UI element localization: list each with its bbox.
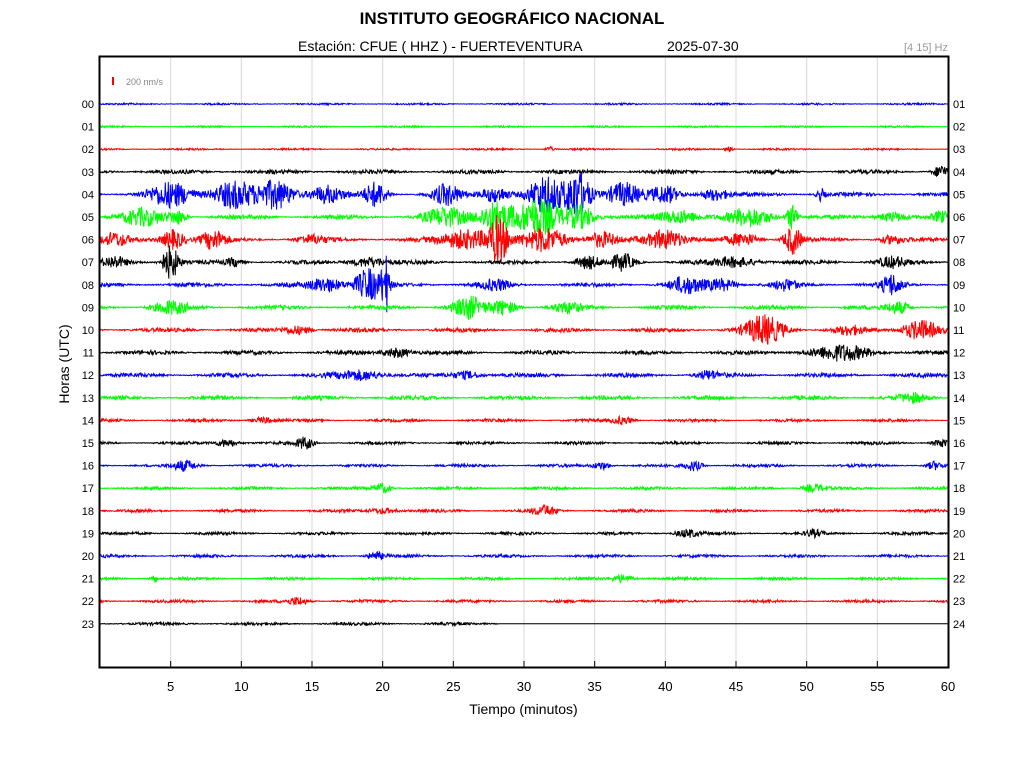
right-hour-label-22: 22	[953, 574, 965, 586]
left-hour-label-11: 11	[83, 348, 94, 360]
seismic-traces	[99, 101, 949, 628]
right-hour-label-20: 20	[953, 528, 965, 540]
trace-hour-22	[99, 596, 949, 606]
left-hour-label-02: 02	[82, 144, 94, 156]
left-hour-label-09: 09	[82, 302, 94, 314]
right-hour-label-19: 19	[953, 506, 965, 518]
trace-hour-21	[99, 573, 949, 584]
x-tick-label-40: 40	[658, 679, 672, 694]
x-axis-label: Tiempo (minutos)	[469, 701, 578, 717]
trace-hour-17	[100, 482, 949, 494]
right-hour-label-07: 07	[953, 235, 965, 247]
right-hour-label-12: 12	[953, 348, 965, 360]
left-hour-label-03: 03	[82, 167, 94, 179]
trace-hour-02	[100, 145, 949, 153]
left-hour-label-23: 23	[82, 619, 94, 631]
filter-band-label: [4 15] Hz	[903, 42, 948, 54]
right-hour-label-03: 03	[953, 144, 965, 156]
x-tick-label-55: 55	[870, 679, 884, 694]
left-hour-label-08: 08	[82, 280, 94, 292]
x-tick-label-30: 30	[517, 679, 531, 694]
right-hour-label-05: 05	[953, 189, 965, 201]
trace-hour-00	[99, 101, 949, 107]
right-hour-label-06: 06	[953, 212, 965, 224]
trace-hour-23	[99, 620, 499, 628]
trace-hour-03	[99, 165, 949, 177]
date-label: 2025-07-30	[667, 38, 739, 54]
right-hour-label-10: 10	[953, 302, 965, 314]
trace-hour-06	[99, 214, 949, 263]
trace-hour-05	[99, 197, 949, 235]
x-tick-label-5: 5	[167, 679, 174, 694]
trace-hour-04	[99, 172, 949, 218]
trace-hour-20	[99, 550, 949, 561]
right-hour-label-21: 21	[953, 551, 965, 563]
trace-hour-07	[99, 245, 949, 279]
plot-frame	[98, 55, 950, 669]
right-hour-label-04: 04	[953, 167, 965, 179]
x-tick-label-45: 45	[729, 679, 743, 694]
x-tick-label-60: 60	[941, 679, 955, 694]
chart-title: INSTITUTO GEOGRÁFICO NACIONAL	[359, 9, 665, 28]
scale-bar-label: 200 nm/s	[126, 77, 164, 87]
right-hour-label-13: 13	[953, 370, 965, 382]
trace-hour-10	[99, 314, 949, 345]
right-hour-label-08: 08	[953, 257, 965, 269]
left-hour-label-12: 12	[82, 370, 94, 382]
trace-hour-16	[99, 459, 949, 472]
left-hour-label-20: 20	[82, 551, 94, 563]
right-hour-label-14: 14	[953, 393, 965, 405]
trace-hour-15	[99, 436, 949, 450]
right-hour-label-23: 23	[953, 596, 965, 608]
trace-hour-09	[99, 295, 949, 320]
right-hour-labels: 01 02 03 04 05 06 07 08 09 10 11 12 13 14 15 16 17 18 19 20…	[953, 99, 965, 631]
left-hour-label-15: 15	[82, 438, 94, 450]
x-tick-label-15: 15	[305, 679, 319, 694]
right-hour-label-16: 16	[953, 438, 965, 450]
trace-hour-12	[99, 369, 949, 382]
x-tick-label-20: 20	[375, 679, 389, 694]
right-hour-label-11: 11	[953, 325, 964, 337]
left-hour-label-05: 05	[82, 212, 94, 224]
x-tick-label-10: 10	[234, 679, 248, 694]
x-tick-label-50: 50	[799, 679, 813, 694]
left-hour-label-10: 10	[82, 325, 94, 337]
x-tick-label-35: 35	[587, 679, 601, 694]
trace-hour-18	[99, 503, 949, 516]
right-hour-label-01: 01	[953, 99, 965, 111]
left-hour-label-17: 17	[82, 483, 94, 495]
left-hour-label-18: 18	[82, 506, 94, 518]
left-hour-labels: 00 01 02 03 04 05 06 07 08 09 10 11 12 13 14 15 16 17 18 19…	[82, 99, 94, 631]
trace-hour-11	[100, 344, 949, 362]
right-hour-label-24: 24	[953, 619, 965, 631]
x-tick-label-25: 25	[446, 679, 460, 694]
left-hour-label-22: 22	[82, 596, 94, 608]
scale-bar-mark	[112, 77, 114, 85]
right-hour-label-17: 17	[953, 461, 965, 473]
left-hour-label-07: 07	[82, 257, 94, 269]
right-hour-label-15: 15	[953, 415, 965, 427]
trace-hour-14	[99, 414, 949, 426]
left-hour-label-14: 14	[82, 415, 94, 427]
right-hour-label-09: 09	[953, 280, 965, 292]
x-axis-ticks: 5 10 15 20 25 30 35 40 45 50 55 60	[167, 661, 955, 694]
trace-hour-01	[99, 123, 949, 130]
trace-hour-13	[100, 392, 949, 405]
trace-hour-19	[99, 527, 949, 540]
grid-lines	[100, 57, 948, 667]
right-hour-label-18: 18	[953, 483, 965, 495]
y-axis-label: Horas (UTC)	[56, 324, 72, 404]
left-hour-label-19: 19	[82, 528, 94, 540]
left-hour-label-01: 01	[82, 122, 94, 134]
right-hour-label-02: 02	[953, 122, 965, 134]
left-hour-label-13: 13	[82, 393, 94, 405]
left-hour-label-21: 21	[82, 574, 94, 586]
trace-hour-08	[99, 255, 949, 313]
left-hour-label-16: 16	[82, 461, 94, 473]
station-label: Estación: CFUE ( HHZ ) - FUERTEVENTURA	[298, 38, 583, 54]
left-hour-label-04: 04	[82, 189, 94, 201]
left-hour-label-00: 00	[82, 99, 94, 111]
left-hour-label-06: 06	[82, 235, 94, 247]
